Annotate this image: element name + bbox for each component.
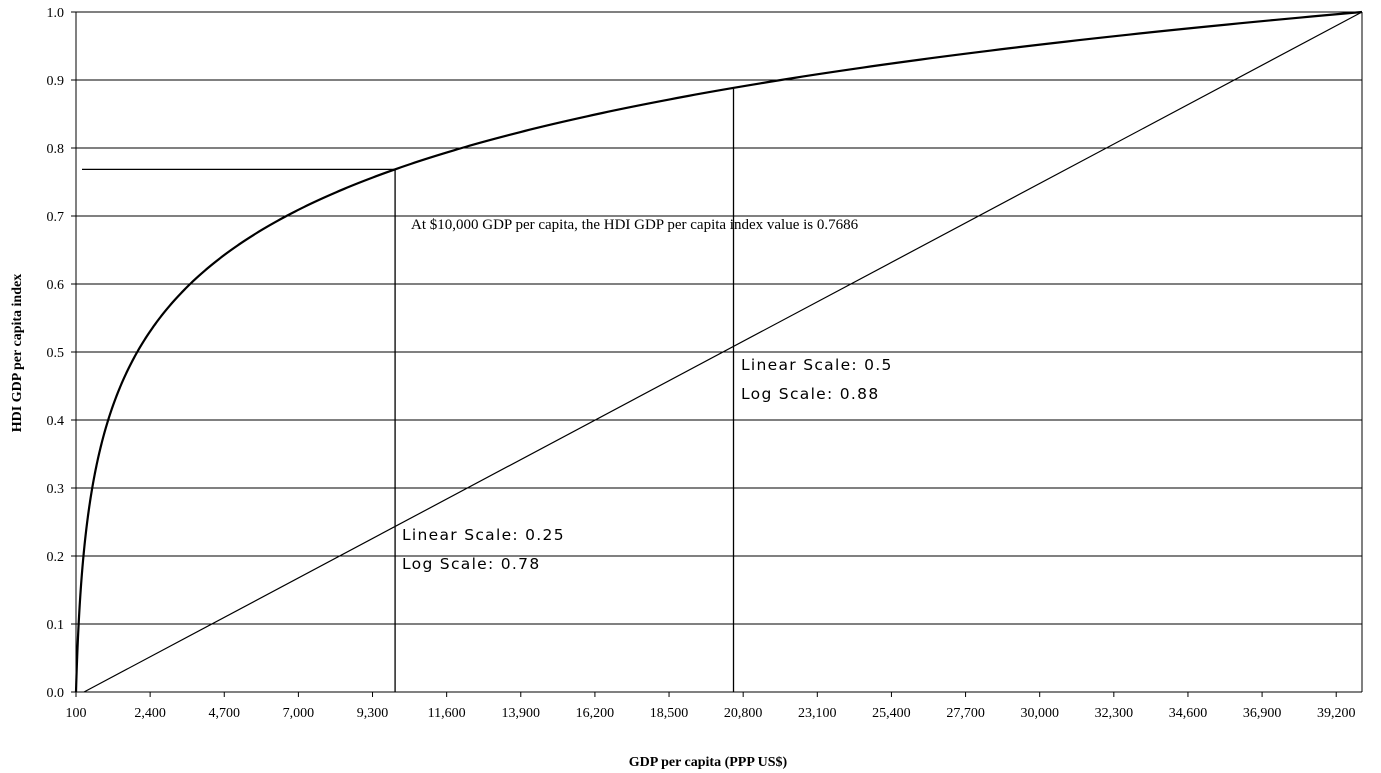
- x-tick-label-6: 13,900: [502, 706, 541, 721]
- annotation-main: At $10,000 GDP per capita, the HDI GDP p…: [411, 217, 859, 233]
- annotation-linear-10000: Linear Scale: 0.25: [402, 526, 565, 544]
- y-tick-label-6: 0.6: [47, 278, 65, 293]
- y-tick-label-8: 0.8: [47, 142, 65, 157]
- annotation-log-20000: Log Scale: 0.88: [741, 385, 879, 403]
- y-tick-label-2: 0.2: [47, 550, 65, 565]
- x-tick-label-3: 7,000: [283, 706, 315, 721]
- x-tick-label-13: 30,000: [1020, 706, 1059, 721]
- series-log-curve: [74, 10, 1363, 693]
- x-tick-label-2: 4,700: [209, 706, 241, 721]
- x-tick-label-15: 34,600: [1169, 706, 1208, 721]
- x-tick-label-5: 11,600: [428, 706, 466, 721]
- y-axis-title: HDI GDP per capita index: [10, 274, 25, 432]
- x-tick-label-9: 20,800: [724, 706, 763, 721]
- gridlines: [71, 11, 1363, 693]
- x-axis-title: GDP per capita (PPP US$): [629, 755, 788, 770]
- y-tick-label-1: 0.1: [47, 618, 65, 633]
- reference-lines: [82, 88, 735, 692]
- x-tick-label-17: 39,200: [1317, 706, 1356, 721]
- x-tick-label-11: 25,400: [872, 706, 911, 721]
- x-tick-label-7: 16,200: [576, 706, 615, 721]
- y-tick-label-9: 0.9: [47, 74, 65, 89]
- y-tick-label-10: 1.0: [47, 6, 65, 21]
- x-tick-label-12: 27,700: [946, 706, 985, 721]
- series: [74, 10, 1363, 693]
- x-axis-tick-labels: 100 2,400 4,700 7,000 9,300 11,600 13,900 16,20…: [66, 692, 1356, 721]
- y-axis-tick-labels: 0.0 0.1 0.2 0.3 0.4 0.5 0.6 0.7 0.8 0.9 1.0: [47, 6, 65, 701]
- y-tick-label-4: 0.4: [47, 414, 65, 429]
- y-tick-label-0: 0.0: [47, 686, 65, 701]
- x-tick-label-4: 9,300: [357, 706, 389, 721]
- x-tick-label-8: 18,500: [650, 706, 689, 721]
- y-tick-label-7: 0.7: [47, 210, 65, 225]
- y-tick-label-5: 0.5: [47, 346, 65, 361]
- x-tick-label-0: 100: [66, 706, 87, 721]
- series-linear-line: [83, 11, 1363, 693]
- annotation-log-10000: Log Scale: 0.78: [402, 555, 540, 573]
- y-tick-label-3: 0.3: [47, 482, 65, 497]
- annotation-linear-20000: Linear Scale: 0.5: [741, 356, 893, 374]
- x-tick-label-16: 36,900: [1243, 706, 1282, 721]
- x-tick-label-14: 32,300: [1095, 706, 1134, 721]
- x-tick-label-10: 23,100: [798, 706, 837, 721]
- x-tick-label-1: 2,400: [134, 706, 166, 721]
